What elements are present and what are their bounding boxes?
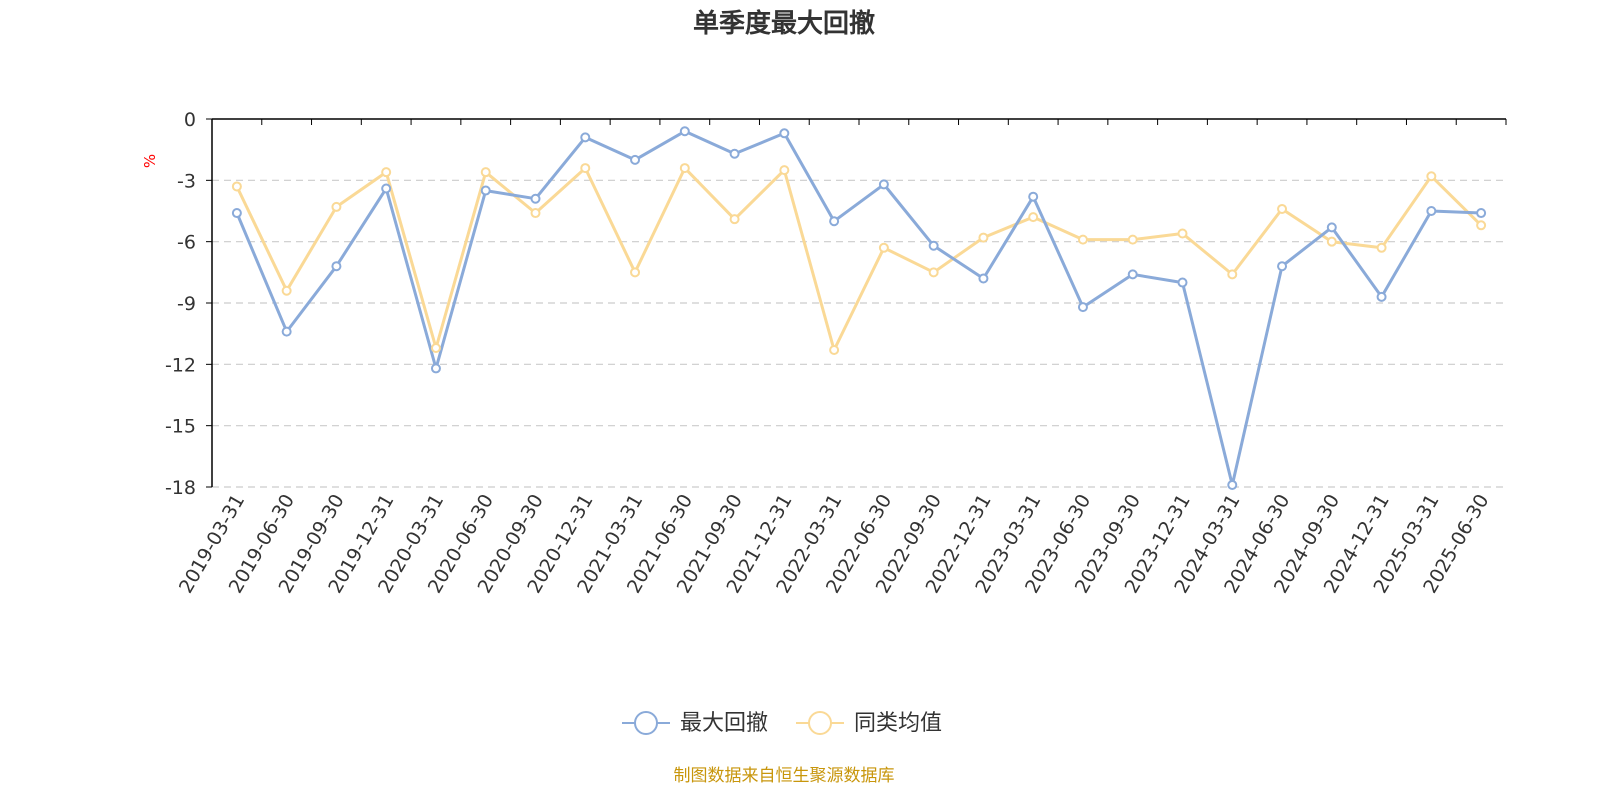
data-point-series-1	[928, 240, 939, 251]
grid-lines	[212, 179, 1506, 488]
series-lines	[235, 129, 1483, 487]
data-point-series-1	[480, 185, 491, 196]
data-point-series-1	[829, 216, 840, 227]
y-tick-label: -18	[165, 477, 196, 499]
data-point-series-2	[281, 285, 292, 296]
data-point-series-1	[331, 261, 342, 272]
data-point-series-1	[1277, 261, 1288, 272]
data-point-series-1	[679, 126, 690, 137]
data-point-series-1	[878, 179, 889, 190]
data-point-series-1	[1426, 206, 1437, 216]
data-point-series-1	[1028, 191, 1039, 202]
data-point-series-2	[1476, 220, 1487, 231]
y-tick-label: -15	[165, 416, 196, 438]
data-point-series-2	[1127, 234, 1138, 245]
data-point-series-2	[729, 214, 740, 225]
data-point-series-2	[231, 181, 242, 192]
data-point-series-1	[231, 208, 242, 219]
data-point-series-1	[729, 148, 740, 159]
series-line-2	[235, 166, 1483, 352]
legend-label-series-2: 同类均值	[854, 711, 942, 736]
series-points	[231, 126, 1487, 490]
legend: 最大回撤 同类均值	[622, 711, 942, 736]
series-line-1	[235, 129, 1482, 487]
data-point-series-2	[381, 167, 392, 178]
legend-marker-icon	[808, 711, 832, 735]
data-point-series-2	[679, 163, 690, 174]
data-point-series-2	[829, 345, 840, 356]
y-axis-unit: %	[141, 154, 159, 168]
data-point-series-2	[430, 342, 441, 353]
data-point-series-2	[878, 242, 889, 253]
legend-label-series-1: 最大回撤	[680, 711, 768, 736]
data-point-series-1	[1227, 479, 1238, 490]
data-point-series-1	[1177, 277, 1188, 288]
data-point-series-2	[530, 208, 541, 219]
y-tick-labels: 0 -3 -6 -9 -12 -15 -18	[165, 109, 196, 499]
chart-title: 单季度最大回撤	[693, 8, 875, 39]
data-point-series-1	[1376, 291, 1387, 302]
legend-marker-icon	[634, 711, 658, 735]
data-point-series-2	[331, 201, 342, 212]
axes	[206, 118, 1507, 488]
data-point-series-2	[1227, 269, 1238, 280]
data-point-series-1	[1326, 222, 1337, 233]
data-point-series-1	[630, 154, 641, 165]
y-tick-label: -9	[177, 293, 196, 315]
data-point-series-1	[430, 363, 441, 374]
data-point-series-1	[978, 273, 989, 284]
source-note: 制图数据来自恒生聚源数据库	[674, 766, 895, 786]
data-point-series-2	[978, 232, 989, 243]
x-tick-labels: 2019-03-312019-06-302019-09-302019-12-31…	[175, 490, 1493, 597]
data-point-series-2	[630, 267, 641, 278]
data-point-series-1	[1127, 269, 1138, 280]
legend-item-series-1[interactable]: 最大回撤	[622, 711, 768, 736]
data-point-series-2	[480, 167, 491, 178]
y-tick-label: -12	[165, 354, 196, 376]
data-point-series-2	[1177, 228, 1188, 239]
data-point-series-1	[281, 326, 292, 337]
data-point-series-2	[1277, 203, 1288, 214]
y-tick-label: -6	[177, 232, 196, 254]
data-point-series-2	[580, 163, 591, 174]
data-point-series-1	[1077, 302, 1088, 313]
data-point-series-2	[928, 267, 939, 278]
data-point-series-2	[1376, 242, 1387, 253]
data-point-series-2	[1426, 171, 1437, 182]
data-point-series-2	[1028, 212, 1039, 223]
data-point-series-2	[1326, 236, 1337, 247]
data-point-series-1	[779, 128, 790, 139]
data-point-series-2	[1077, 234, 1088, 245]
y-tick-label: 0	[184, 109, 196, 131]
data-point-series-2	[779, 165, 790, 176]
data-point-series-1	[530, 193, 541, 204]
y-tick-label: -3	[177, 170, 196, 192]
data-point-series-1	[1476, 208, 1487, 219]
legend-item-series-2[interactable]: 同类均值	[796, 711, 942, 736]
data-point-series-1	[580, 132, 591, 143]
data-point-series-1	[381, 183, 392, 194]
